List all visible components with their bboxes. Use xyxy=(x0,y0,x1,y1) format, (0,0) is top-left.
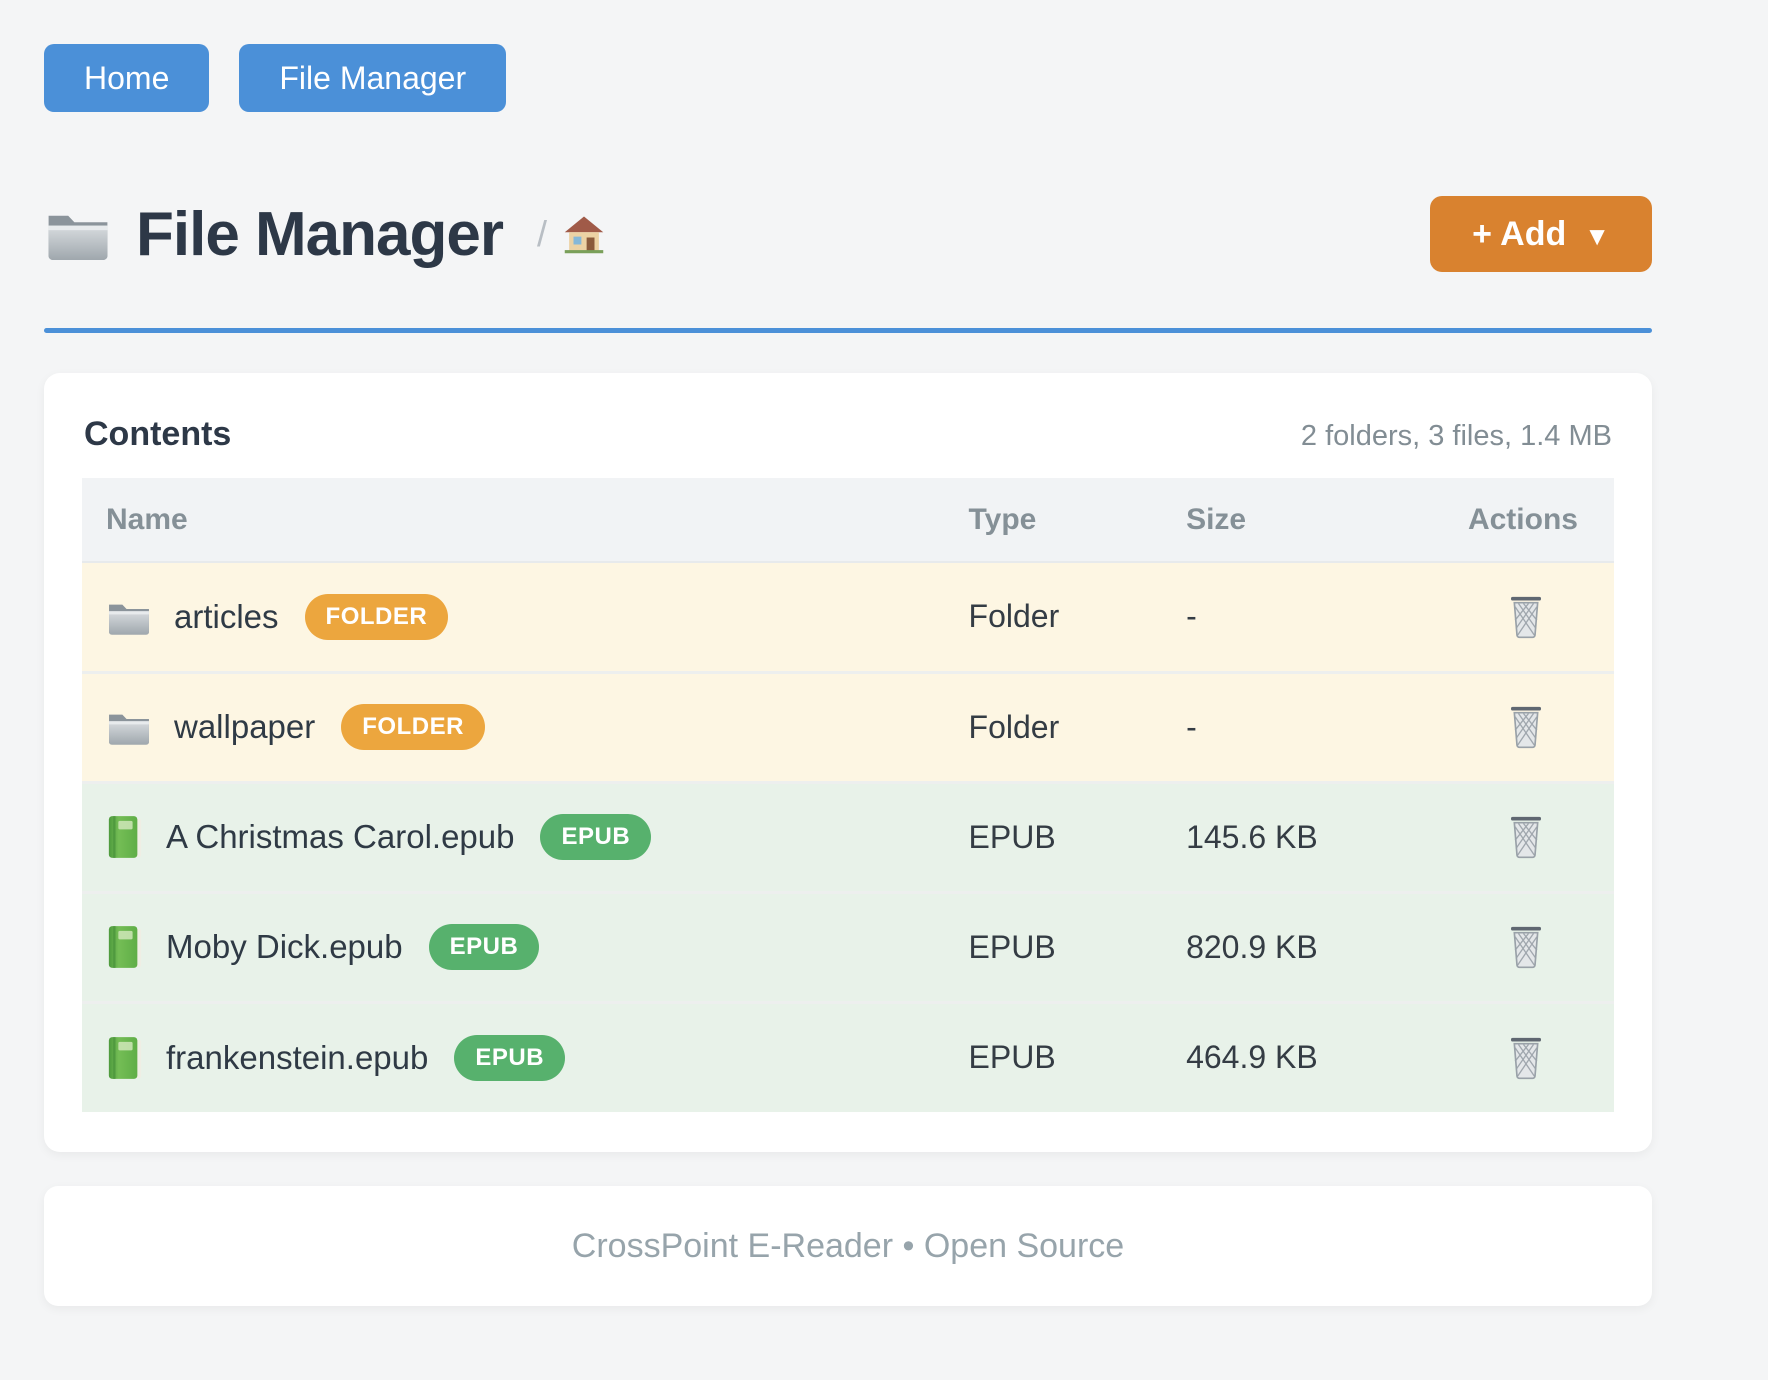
column-header-type: Type xyxy=(944,478,1163,563)
table-body: articles FOLDER Folder - wallpaper FOLDE… xyxy=(82,562,1614,1112)
file-name-cell: A Christmas Carol.epub EPUB xyxy=(106,814,945,860)
table-row[interactable]: A Christmas Carol.epub EPUB EPUB 145.6 K… xyxy=(82,780,1614,892)
file-name-cell: Moby Dick.epub EPUB xyxy=(106,924,945,970)
trash-icon xyxy=(1506,1034,1546,1080)
delete-button[interactable] xyxy=(1468,807,1546,862)
contents-summary: 2 folders, 3 files, 1.4 MB xyxy=(1300,420,1612,452)
type-badge: EPUB xyxy=(540,814,652,860)
chevron-down-icon: ▼ xyxy=(1584,220,1610,251)
footer: CrossPoint E-Reader • Open Source xyxy=(44,1186,1652,1306)
file-name[interactable]: Moby Dick.epub xyxy=(166,928,403,965)
table-row[interactable]: Moby Dick.epub EPUB EPUB 820.9 KB xyxy=(82,890,1614,1002)
trash-icon xyxy=(1506,593,1546,639)
type-cell: Folder xyxy=(944,670,1163,782)
delete-button[interactable] xyxy=(1468,917,1546,972)
add-button[interactable]: + Add ▼ xyxy=(1430,196,1652,272)
type-badge: FOLDER xyxy=(304,593,449,640)
footer-text: CrossPoint E-Reader • Open Source xyxy=(571,1226,1125,1265)
delete-button[interactable] xyxy=(1468,1028,1546,1083)
size-cell: 464.9 KB xyxy=(1162,1000,1444,1112)
page-header: File Manager / + Add ▼ xyxy=(44,196,1652,272)
add-button-label: + Add xyxy=(1472,214,1567,253)
type-badge: EPUB xyxy=(454,1034,566,1081)
delete-button[interactable] xyxy=(1468,587,1546,642)
folder-icon xyxy=(106,598,152,636)
book-icon xyxy=(106,814,144,860)
home-icon[interactable] xyxy=(563,213,605,255)
contents-heading: Contents xyxy=(84,415,232,453)
trash-icon xyxy=(1506,703,1546,749)
home-button-label: Home xyxy=(84,59,170,96)
type-cell: EPUB xyxy=(944,780,1163,892)
type-badge: EPUB xyxy=(428,924,540,970)
trash-icon xyxy=(1506,813,1546,859)
file-name[interactable]: articles xyxy=(174,597,279,635)
home-button[interactable]: Home xyxy=(44,44,210,112)
file-name[interactable]: frankenstein.epub xyxy=(166,1038,429,1076)
page-title: File Manager xyxy=(136,199,504,269)
file-manager-button[interactable]: File Manager xyxy=(239,44,507,112)
top-nav: Home File Manager xyxy=(44,44,1652,112)
breadcrumb: / xyxy=(537,213,605,255)
type-badge: FOLDER xyxy=(341,704,485,750)
contents-card-header: Contents 2 folders, 3 files, 1.4 MB xyxy=(82,407,1614,478)
folder-icon xyxy=(44,206,112,262)
file-manager-button-label: File Manager xyxy=(279,59,467,96)
table-row[interactable]: articles FOLDER Folder - xyxy=(82,562,1614,672)
title-group: File Manager xyxy=(44,199,504,270)
page: Home File Manager File Manager / + Add ▼… xyxy=(44,44,1652,1306)
type-cell: EPUB xyxy=(944,1000,1163,1112)
file-name-cell: wallpaper FOLDER xyxy=(106,704,945,750)
file-name-cell: frankenstein.epub EPUB xyxy=(106,1034,945,1081)
file-name[interactable]: wallpaper xyxy=(174,708,316,745)
size-cell: 145.6 KB xyxy=(1162,780,1444,892)
book-icon xyxy=(106,924,144,970)
file-name[interactable]: A Christmas Carol.epub xyxy=(166,818,515,855)
title-divider xyxy=(44,328,1652,333)
file-name-cell: articles FOLDER xyxy=(106,593,945,640)
table-row[interactable]: wallpaper FOLDER Folder - xyxy=(82,670,1614,782)
type-cell: EPUB xyxy=(944,890,1163,1002)
trash-icon xyxy=(1506,923,1546,969)
file-table: Name Type Size Actions articles FOLDER F… xyxy=(82,478,1614,1112)
size-cell: 820.9 KB xyxy=(1162,890,1444,1002)
column-header-name: Name xyxy=(82,478,945,563)
contents-card: Contents 2 folders, 3 files, 1.4 MB Name… xyxy=(44,373,1652,1152)
size-cell: - xyxy=(1186,598,1197,635)
breadcrumb-separator: / xyxy=(537,213,548,254)
type-cell: Folder xyxy=(968,598,1060,635)
column-header-size: Size xyxy=(1162,478,1444,563)
size-cell: - xyxy=(1162,670,1444,782)
delete-button[interactable] xyxy=(1468,697,1546,752)
table-row[interactable]: frankenstein.epub EPUB EPUB 464.9 KB xyxy=(82,1000,1614,1112)
table-header-row: Name Type Size Actions xyxy=(82,478,1614,563)
folder-icon xyxy=(106,708,152,746)
column-header-actions: Actions xyxy=(1443,478,1614,563)
book-icon xyxy=(106,1035,144,1081)
